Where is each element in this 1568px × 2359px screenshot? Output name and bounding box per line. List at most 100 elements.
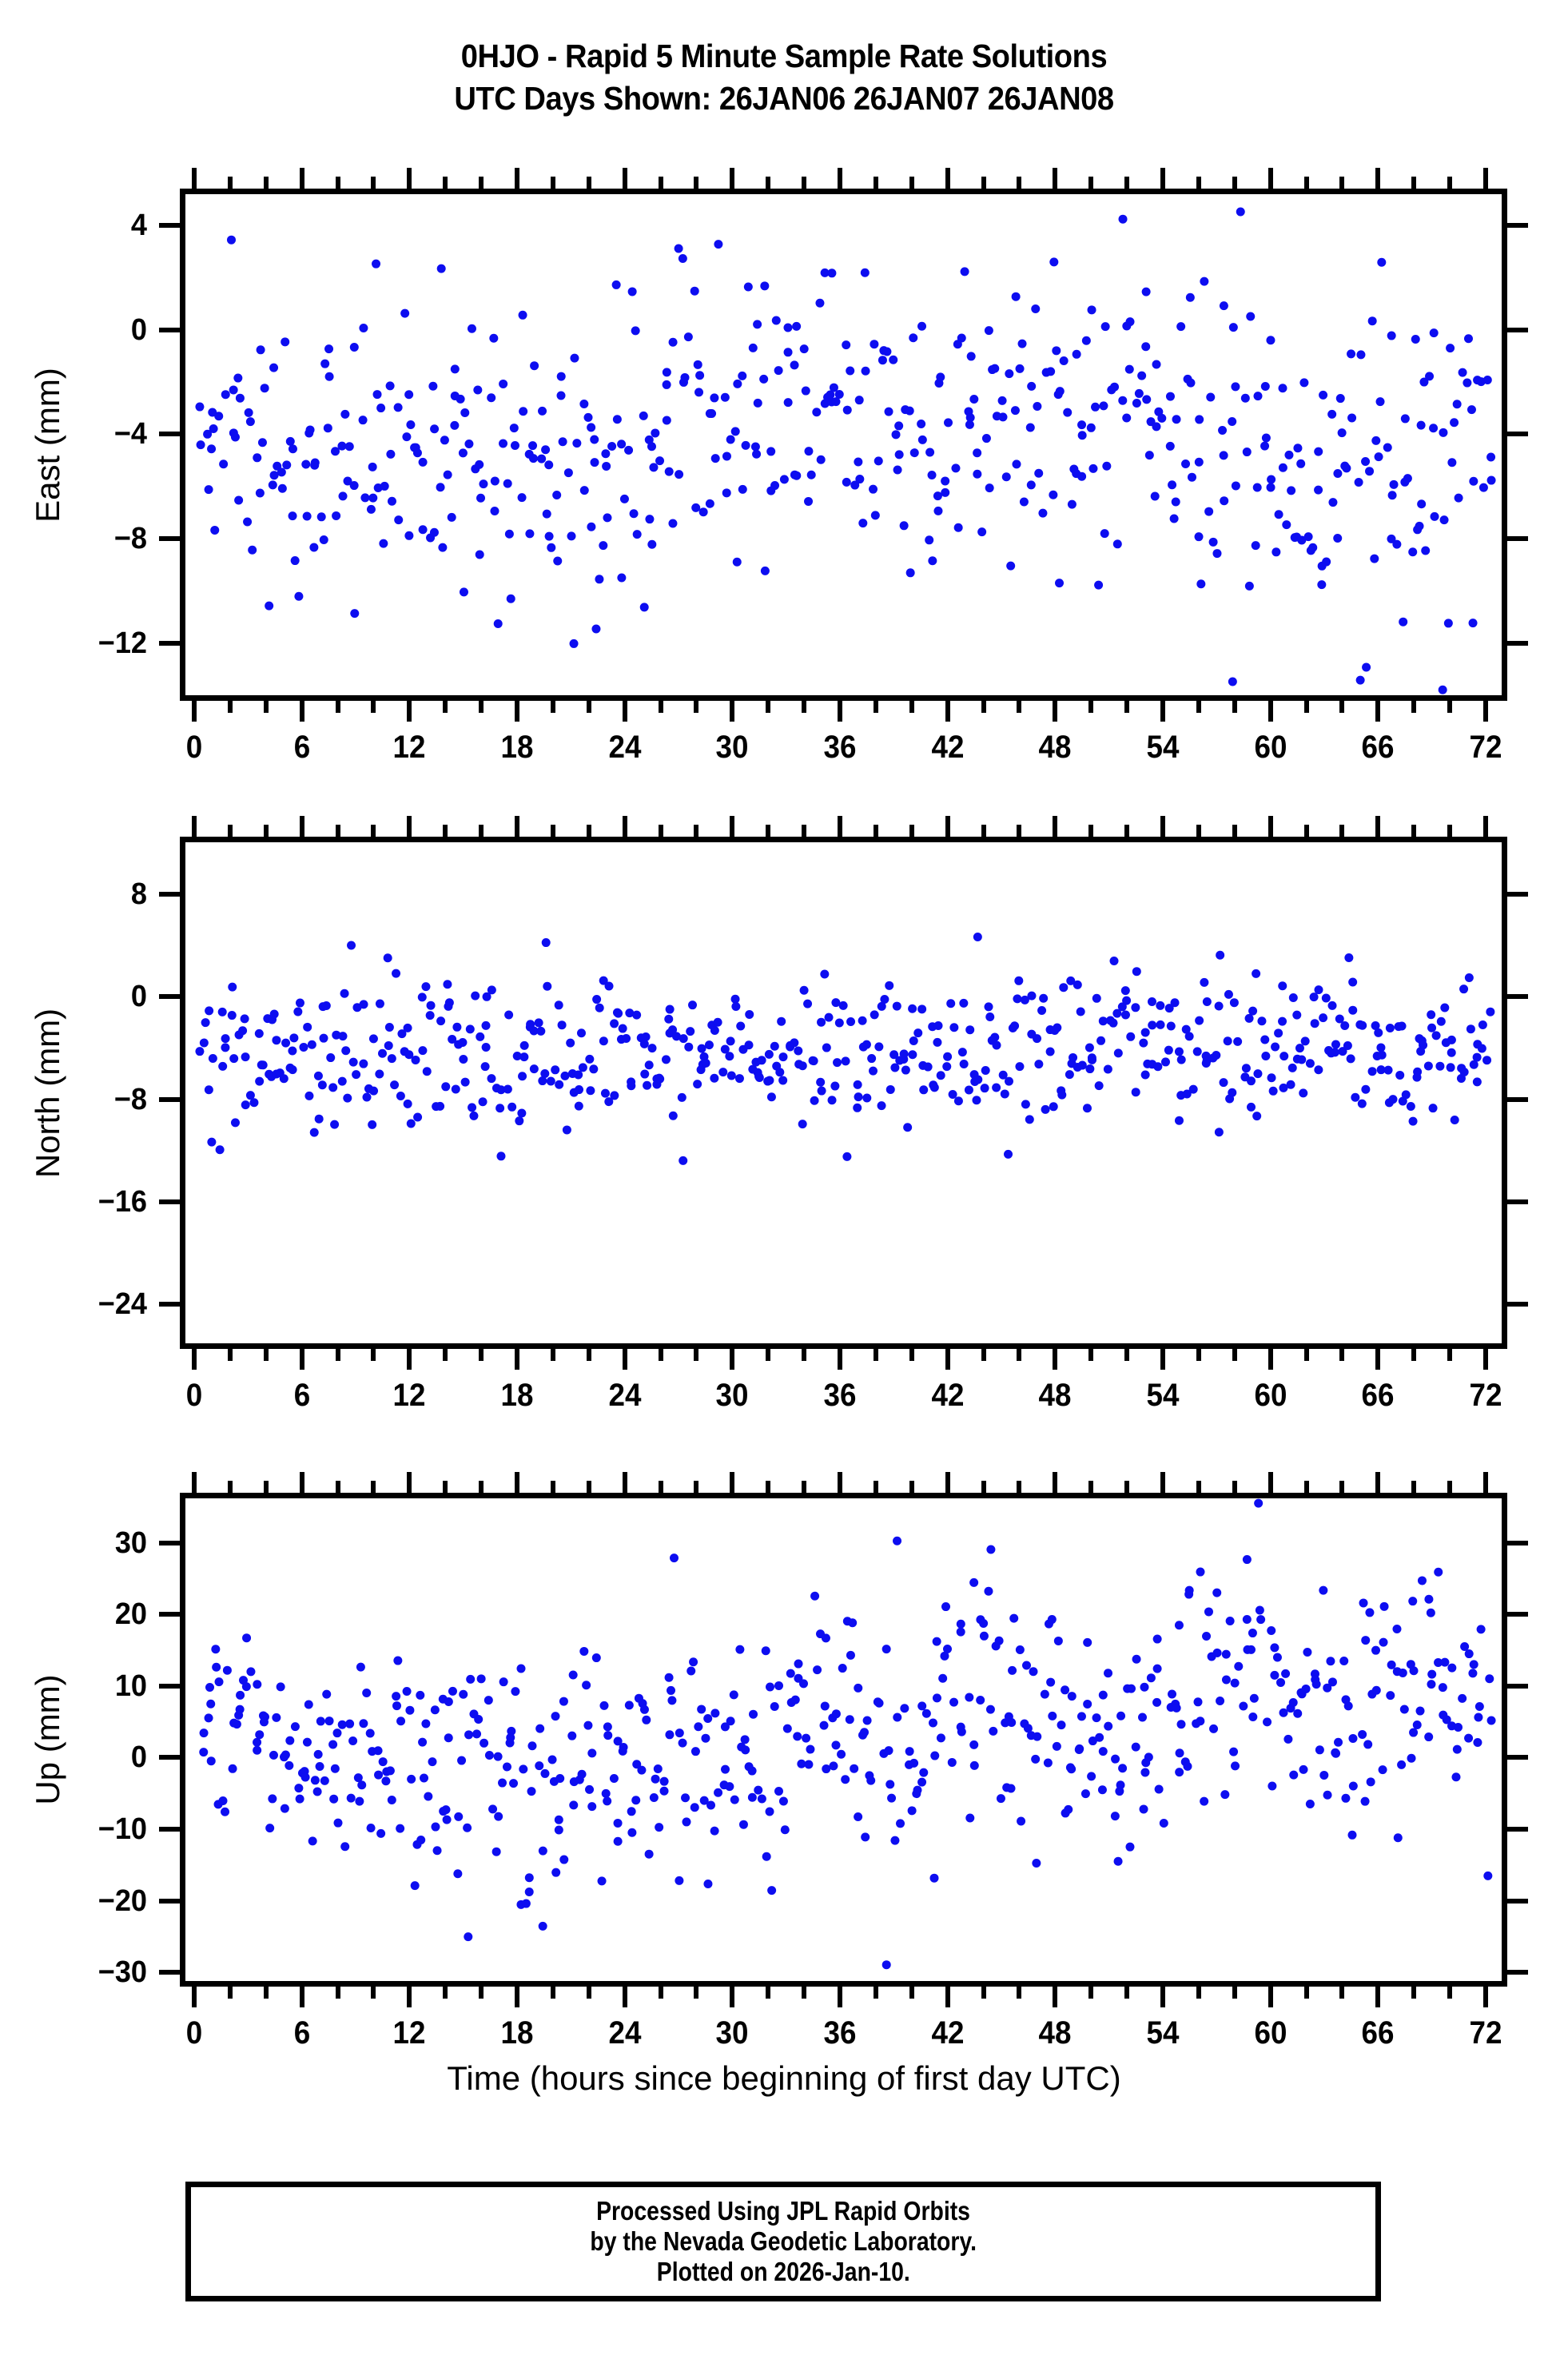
data-point xyxy=(959,1059,969,1068)
data-point xyxy=(1415,1706,1425,1716)
data-point xyxy=(1411,334,1420,344)
data-point xyxy=(1017,1816,1026,1826)
data-point xyxy=(1367,316,1377,326)
data-point xyxy=(668,519,678,528)
data-point xyxy=(1266,336,1275,345)
data-point xyxy=(762,1852,771,1861)
data-point xyxy=(591,624,601,634)
data-point xyxy=(1218,426,1228,435)
x-tick-top-east-48 xyxy=(1053,168,1058,189)
data-point xyxy=(917,1701,927,1711)
data-point xyxy=(350,609,360,619)
data-point xyxy=(301,459,311,469)
data-point xyxy=(831,1709,841,1719)
data-point xyxy=(1131,1088,1140,1097)
x-tick-top-east-56 xyxy=(1196,177,1201,189)
data-point xyxy=(846,1650,855,1660)
data-point xyxy=(947,1757,957,1767)
y-tick-label-east-4: −12 xyxy=(98,627,147,661)
data-point xyxy=(617,573,627,583)
data-point xyxy=(1270,1643,1279,1653)
data-point xyxy=(1283,1734,1293,1744)
data-point xyxy=(368,1120,377,1129)
data-point xyxy=(890,1836,900,1845)
data-point xyxy=(248,545,257,555)
data-point xyxy=(1025,1115,1034,1124)
data-point xyxy=(766,447,776,456)
data-point xyxy=(752,449,762,459)
data-point xyxy=(348,1057,358,1067)
data-point xyxy=(459,1055,468,1064)
data-point xyxy=(466,1674,476,1684)
data-point xyxy=(973,448,982,458)
data-point xyxy=(310,460,320,470)
data-point xyxy=(1033,1034,1042,1044)
data-point xyxy=(226,235,236,245)
data-point xyxy=(324,372,334,381)
data-point xyxy=(624,445,634,455)
data-point xyxy=(1004,1076,1013,1086)
data-point xyxy=(834,1018,844,1028)
data-point xyxy=(783,398,793,408)
data-point xyxy=(837,1749,846,1759)
data-point xyxy=(1206,392,1216,402)
data-point xyxy=(1326,1657,1335,1666)
x-tick-bottom-up-72 xyxy=(1483,1987,1489,2007)
data-point xyxy=(1301,1684,1311,1693)
x-tick-top-east-10 xyxy=(371,177,376,189)
data-point xyxy=(345,1719,355,1728)
data-point xyxy=(841,1775,850,1784)
data-point xyxy=(480,1738,489,1748)
data-point xyxy=(1289,1770,1299,1780)
data-point xyxy=(313,1749,323,1759)
data-point xyxy=(1146,1673,1156,1683)
data-point xyxy=(599,1036,608,1046)
footer-credits-box: Processed Using JPL Rapid Orbits by the … xyxy=(185,2182,1381,2301)
data-point xyxy=(450,420,460,430)
x-tick-bottom-east-46 xyxy=(1017,701,1022,713)
data-point xyxy=(375,1069,384,1079)
data-point xyxy=(1328,498,1338,507)
data-point xyxy=(221,1043,230,1052)
data-point xyxy=(1248,1712,1258,1721)
data-point xyxy=(206,1756,216,1766)
data-point xyxy=(273,461,282,471)
x-tick-bottom-up-54 xyxy=(1160,1987,1166,2007)
data-point xyxy=(1343,1701,1353,1711)
data-point xyxy=(668,1111,678,1120)
x-tick-label-up-11: 66 xyxy=(1361,2015,1395,2051)
data-point xyxy=(1383,1065,1393,1075)
data-point xyxy=(1116,1711,1126,1721)
data-point xyxy=(1348,977,1358,987)
x-tick-bottom-north-32 xyxy=(766,1349,771,1361)
data-point xyxy=(1252,1112,1262,1121)
data-point xyxy=(804,1760,814,1769)
data-point xyxy=(1219,301,1228,311)
data-point xyxy=(729,1690,738,1700)
data-point xyxy=(810,1591,820,1601)
data-point xyxy=(484,1750,494,1760)
data-point xyxy=(1204,1607,1213,1617)
data-point xyxy=(1094,580,1104,590)
data-point xyxy=(529,1064,539,1074)
x-tick-bottom-north-28 xyxy=(694,1349,699,1361)
data-point xyxy=(1212,549,1222,559)
data-point xyxy=(365,1728,375,1738)
data-point xyxy=(521,1899,531,1908)
x-tick-top-up-30 xyxy=(730,1472,735,1493)
y-tick-north-2 xyxy=(159,1096,180,1102)
x-tick-bottom-north-22 xyxy=(586,1349,591,1361)
x-tick-top-north-16 xyxy=(479,825,484,837)
x-tick-bottom-up-0 xyxy=(191,1987,197,2007)
data-point xyxy=(1214,1128,1224,1137)
data-point xyxy=(639,1705,649,1714)
data-point xyxy=(556,372,566,381)
data-point xyxy=(1200,276,1209,286)
data-point xyxy=(1378,1765,1387,1775)
x-tick-label-up-0: 0 xyxy=(185,2015,203,2051)
data-point xyxy=(965,1693,974,1702)
x-tick-top-east-62 xyxy=(1303,177,1309,189)
y-tick-label-up-1: 20 xyxy=(114,1597,147,1632)
data-point xyxy=(1358,1729,1367,1739)
data-point xyxy=(1037,1005,1047,1015)
